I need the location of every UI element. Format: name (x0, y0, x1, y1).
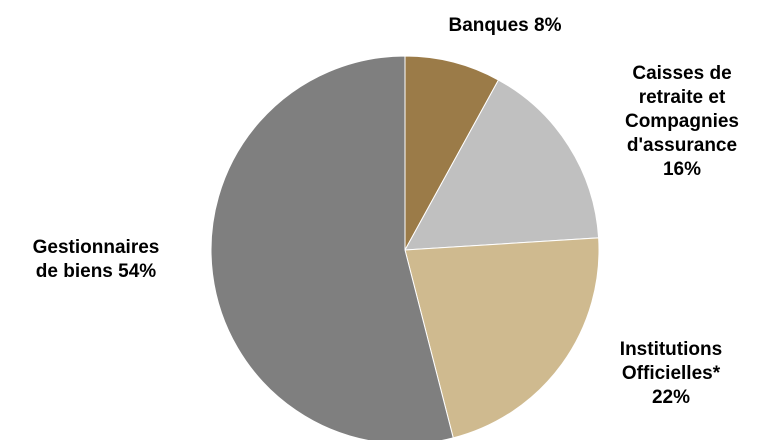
slice-label-gestionnaires-de-biens: Gestionnaires de biens 54% (32, 237, 160, 282)
pie-slice-institutions-officielles (404, 237, 600, 439)
slice-label-institutions-officielles: Institutions Officielles* 22% (619, 339, 723, 408)
pie-slice-caisses-de-retraite-et-compagnies-d-assurance (404, 79, 600, 251)
pie-slice-gestionnaires-de-biens (210, 55, 454, 440)
slice-label-caisses-de-retraite: Caisses de retraite et Compagnies d'assu… (624, 63, 740, 180)
slice-label-banques: Banques 8% (448, 15, 562, 36)
pie-slice-banques (404, 55, 500, 251)
pie-slices (210, 55, 600, 440)
